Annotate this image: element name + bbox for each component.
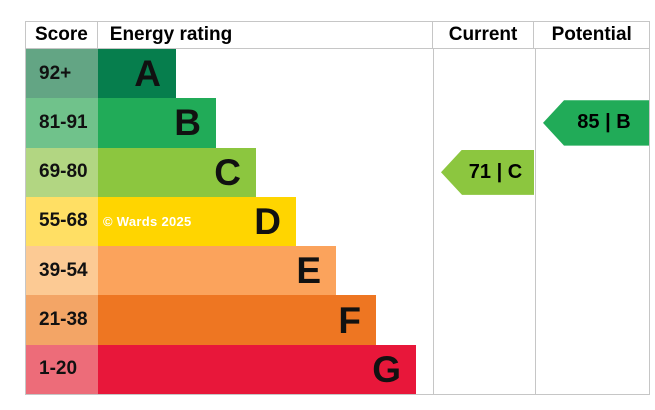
band-bar: C (98, 147, 256, 197)
copyright-watermark: © Wards 2025 (103, 214, 192, 229)
band-rows: 92+ A 81-91 B 69-80 C 55-68 D 39-54 E 21… (26, 49, 649, 394)
epc-table: Score Energy rating Current Potential 92… (25, 21, 650, 395)
band-letter: B (174, 102, 201, 144)
band-bar: D (98, 196, 296, 247)
band-score-range: 55-68 (26, 196, 98, 247)
col-header-potential: Potential (551, 24, 632, 45)
current-column-divider (433, 49, 434, 394)
table-header-row: Score Energy rating Current Potential (26, 22, 649, 49)
band-row-e: 39-54 E (26, 246, 649, 296)
band-score-range: 69-80 (26, 147, 98, 197)
band-score-range: 81-91 (26, 98, 98, 148)
band-row-a: 92+ A (26, 49, 649, 99)
band-score-range: 1-20 (26, 344, 98, 394)
table-body: 92+ A 81-91 B 69-80 C 55-68 D 39-54 E 21… (26, 49, 649, 394)
col-header-score: Score (26, 22, 98, 48)
band-row-f: 21-38 F (26, 295, 649, 345)
band-score-range: 21-38 (26, 295, 98, 345)
potential-rating-arrow: 85 | B (543, 100, 649, 146)
band-letter: G (372, 348, 401, 390)
band-row-b: 81-91 B (26, 98, 649, 148)
band-letter: E (296, 250, 321, 292)
current-rating-label: 71 | C (468, 160, 523, 183)
band-letter: C (214, 151, 241, 193)
potential-rating-label: 85 | B (577, 111, 631, 134)
band-row-c: 69-80 C (26, 147, 649, 197)
band-letter: F (338, 299, 361, 341)
potential-column-divider (535, 49, 536, 394)
current-rating-arrow: 71 | C (441, 149, 534, 195)
band-bar: G (98, 344, 416, 394)
band-bar: E (98, 246, 336, 296)
band-row-d: 55-68 D (26, 196, 649, 247)
band-bar: A (98, 49, 176, 99)
band-score-range: 92+ (26, 49, 98, 99)
band-bar: B (98, 98, 216, 148)
col-header-current: Current (433, 22, 535, 48)
band-row-g: 1-20 G (26, 344, 649, 394)
band-bar: F (98, 295, 376, 345)
band-score-range: 39-54 (26, 246, 98, 296)
col-header-energy-rating: Energy rating (98, 22, 433, 48)
band-letter: A (134, 53, 161, 95)
band-letter: D (254, 200, 281, 242)
